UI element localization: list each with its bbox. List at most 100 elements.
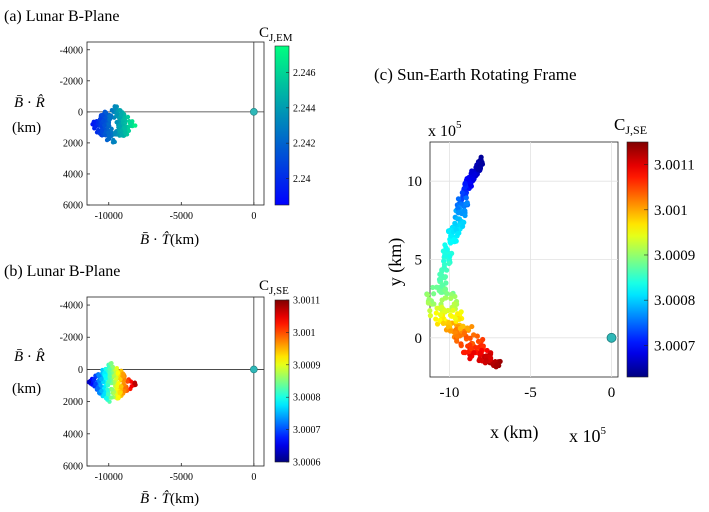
panel-c-colorbar-ticks: 3.0011 3.001 3.0009 3.0008 3.0007 [644,158,696,354]
c-data-point [450,307,456,313]
c-data-point [447,240,454,246]
panel-c-x-multiplier-exponent: 5 [601,425,607,437]
c-data-point [454,311,461,317]
panel-a-y-axis-label-line1: B̄ · R̂ [14,95,45,111]
c-data-point [467,342,473,348]
b-data-point [91,377,97,382]
panel-c-colorbar-title-main: C [614,115,625,134]
panel-c-y-ticks: 0 5 10 [407,174,422,347]
panel-a-title: (a) Lunar B-Plane [4,8,120,25]
c-data-point [458,341,464,347]
c-data-point [472,344,479,351]
c-data-point [483,357,489,363]
panel-b-reference-point [250,365,258,374]
c-data-point [475,338,482,345]
c-data-point [445,324,452,330]
c-data-point [433,310,439,316]
panel-a-reference-point [250,108,258,116]
c-colorbar-tick-label: 3.0009 [654,248,695,264]
a-data-point [122,127,128,132]
c-data-point [442,250,448,256]
a-data-point [117,123,123,129]
b-colorbar-tick-label: 3.0011 [293,296,320,307]
c-data-point [426,296,432,302]
b-y-tick-label: 6000 [63,462,83,473]
panel-b-y-ticks: -4000 -2000 0 2000 4000 6000 [60,301,90,473]
b-x-tick-label: -10000 [95,472,123,483]
b-y-tick-label: 4000 [63,429,83,440]
c-y-tick-label: 5 [415,253,423,269]
c-data-point [455,196,462,202]
c-data-point [439,304,445,310]
panel-c-x-multiplier: x 105 [569,425,607,446]
c-data-point [440,320,446,326]
a-data-point [109,108,115,113]
c-data-point [451,301,457,307]
a-data-point [119,132,124,138]
c-data-point [467,335,473,341]
c-data-point [437,317,443,323]
c-data-point [469,168,475,174]
c-data-point [470,176,476,182]
b-y-tick-label: -4000 [60,301,83,312]
a-colorbar-tick-label: 2.244 [293,103,316,114]
c-data-point [434,321,441,327]
panel-a-points [90,104,138,145]
b-x-tick-label: -5000 [170,472,193,483]
panel-c-points [424,154,503,370]
c-data-point [462,349,468,355]
c-y-tick-label: 10 [407,174,422,190]
panel-c-colorbar-gradient [626,141,649,378]
c-data-point [448,295,454,301]
panel-b-x-axis-label: B̄ · T̂(km) [140,491,199,507]
panel-a-colorbar-gradient [274,45,290,206]
panel-b-colorbar-ticks: 3.0011 3.001 3.0009 3.0008 3.0007 3.0006 [286,296,321,469]
c-data-point [454,338,460,344]
a-x-tick-label: 0 [251,211,256,222]
b-data-point [107,371,112,376]
panel-a-y-ticks: -4000 -2000 0 2000 4000 6000 [60,45,90,212]
c-data-point [444,291,450,297]
c-colorbar-tick-label: 3.0011 [654,158,695,174]
a-y-tick-label: 6000 [63,201,83,212]
b-colorbar-tick-label: 3.001 [293,328,316,339]
b-data-point [117,390,123,396]
panel-b-colorbar-title-main: C [259,278,269,294]
c-data-point [459,190,465,196]
b-data-point [118,384,124,389]
b-colorbar-tick-label: 3.0008 [293,393,321,404]
c-data-point [454,216,461,222]
a-data-point [103,110,109,115]
c-data-point [446,319,452,326]
c-data-point [462,180,468,186]
c-data-point [425,300,431,306]
panel-c-title: (c) Sun-Earth Rotating Frame [374,65,577,84]
b-data-point [102,373,108,379]
a-data-point [91,119,96,125]
b-data-point [128,379,134,384]
a-data-point [93,124,98,129]
panel-a-colorbar-title-main: C [259,25,269,41]
a-data-point [106,122,111,127]
b-data-point [118,376,123,382]
c-data-point [434,305,440,311]
a-data-point [111,137,116,143]
a-x-tick-label: -5000 [170,211,193,222]
a-data-point [106,136,112,142]
b-data-point [114,365,120,371]
c-data-point [438,271,444,277]
a-colorbar-tick-label: 2.242 [293,139,316,150]
c-data-point [471,350,477,356]
b-data-point [132,380,138,385]
a-y-tick-label: -4000 [60,45,83,56]
b-data-point [121,374,126,379]
c-data-point [445,307,451,314]
b-data-point [125,379,130,384]
b-y-tick-label: -2000 [60,333,83,344]
b-data-point [93,381,98,387]
c-data-point [455,231,461,237]
a-y-tick-label: 2000 [63,138,83,149]
c-data-point [437,276,444,283]
c-data-point [445,228,452,235]
